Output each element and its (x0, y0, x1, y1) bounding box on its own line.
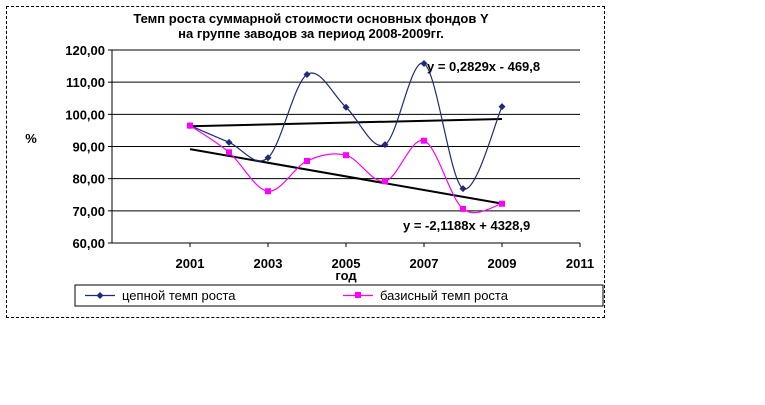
trend-layer (189, 118, 503, 205)
chart-frame: Темп роста суммарной стоимости основных … (6, 6, 605, 318)
trendline (189, 118, 503, 128)
data-point-base (187, 122, 193, 129)
x-tick-label: 2011 (566, 256, 594, 271)
legend-marker-chain (96, 292, 104, 299)
y-tick-label: 70,00 (72, 204, 105, 219)
data-point-base (499, 200, 505, 207)
legend-box (74, 284, 604, 307)
legend-label-base: базисный темп роста (380, 288, 509, 303)
series-line-chain (189, 62, 503, 190)
series-line-base (189, 125, 503, 214)
y-tick-label: 90,00 (72, 140, 105, 155)
y-tick-label: 100,00 (65, 107, 105, 122)
data-point-chain (381, 141, 389, 149)
grid-layer (112, 49, 580, 244)
y-axis-title: % (25, 131, 37, 146)
data-point-base (226, 149, 232, 156)
axis-layer: 60,00 70,00 80,00 90,00 100,00 110,00 120,00 20… (65, 43, 594, 271)
data-point-chain (264, 154, 272, 162)
legend-marker-base (355, 292, 361, 298)
x-tick-label: 2001 (176, 256, 205, 271)
data-point-base (382, 178, 388, 185)
data-point-base (265, 188, 271, 195)
data-point-chain (225, 138, 233, 146)
chart-title-line-1: Темп роста суммарной стоимости основных … (133, 11, 489, 26)
data-point-chain (303, 70, 311, 78)
y-tick-label: 110,00 (66, 75, 105, 90)
chart-svg: Темп роста суммарной стоимости основных … (25, 11, 604, 307)
series-layer (189, 62, 503, 214)
x-tick-label: 2003 (254, 256, 283, 271)
data-point-base (343, 152, 349, 159)
trendline (189, 148, 503, 205)
marker-layer (186, 60, 506, 212)
y-tick-label: 80,00 (72, 172, 105, 187)
x-tick-label: 2007 (410, 256, 439, 271)
chart-title-line-2: на группе заводов за период 2008-2009гг. (178, 26, 444, 41)
data-point-chain (498, 103, 506, 111)
legend-label-chain: цепной темп роста (122, 288, 236, 303)
trendline-equation-1: y = 0,2829x - 469,8 (427, 59, 540, 74)
data-point-base (421, 137, 427, 144)
data-point-chain (420, 60, 428, 68)
x-tick-label: 2005 (332, 256, 361, 271)
data-point-base (304, 157, 310, 164)
data-point-chain (459, 185, 467, 193)
y-tick-label: 60,00 (72, 236, 105, 251)
trendline-equation-2: y = -2,1188x + 4328,9 (403, 218, 530, 233)
legend: цепной темп роста базисный темп роста (74, 284, 604, 307)
y-tick-label: 120,00 (65, 43, 105, 58)
x-axis-title: год (335, 268, 357, 283)
x-tick-label: 2009 (488, 256, 517, 271)
data-point-base (460, 205, 466, 212)
data-point-chain (342, 103, 350, 111)
